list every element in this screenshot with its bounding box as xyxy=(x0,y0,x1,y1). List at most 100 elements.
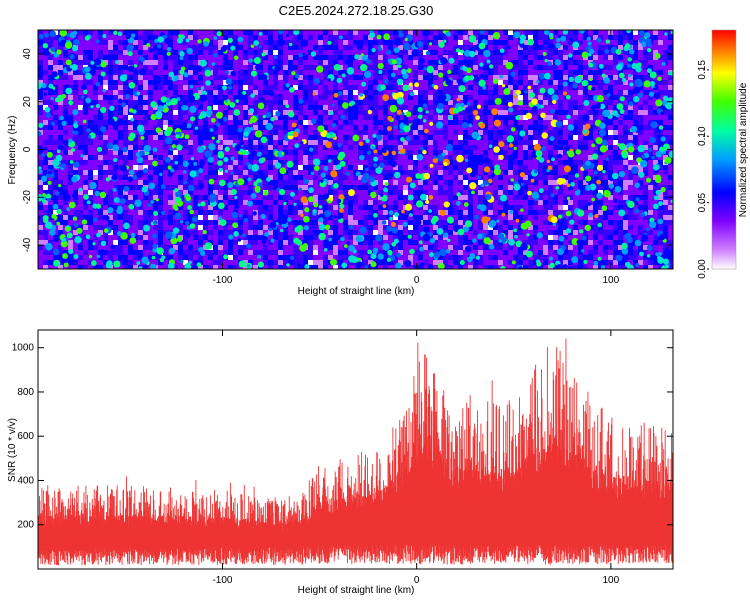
spectrogram-cell xyxy=(403,105,408,110)
spectrogram-cell xyxy=(648,165,653,170)
spectrogram-cell xyxy=(458,180,463,185)
spectrogram-cell xyxy=(463,210,468,215)
spectrogram-cell xyxy=(198,155,203,160)
spectrogram-cell xyxy=(188,190,193,195)
spectrogram-cell xyxy=(503,85,508,90)
spectrogram-cell xyxy=(328,85,333,90)
spectrogram-cell xyxy=(328,50,333,55)
spectrogram-cell xyxy=(553,55,558,60)
spectrogram-cell xyxy=(608,215,613,220)
spectrogram-cell xyxy=(608,155,613,160)
spectrogram-cell xyxy=(368,55,373,60)
spectrogram-cell xyxy=(593,40,598,45)
spectrogram-cell xyxy=(403,170,408,175)
spectrogram-cell xyxy=(68,175,73,180)
spectrogram-cell xyxy=(223,215,228,220)
spectrogram-cell xyxy=(388,95,393,100)
spectrogram-cell xyxy=(403,190,408,195)
spectrogram-cell xyxy=(638,120,643,125)
spectrogram-cell xyxy=(253,170,258,175)
spectrogram-cell xyxy=(428,60,433,65)
spectrogram-cell xyxy=(398,155,403,160)
spectrogram-cell xyxy=(208,215,213,220)
spectrogram-cell xyxy=(338,50,343,55)
spectrogram-cell xyxy=(63,185,68,190)
spectrogram-cell xyxy=(58,220,63,225)
spectrogram-cell xyxy=(353,195,358,200)
spectrogram-cell xyxy=(308,60,313,65)
spectrogram-cell xyxy=(78,160,83,165)
spectrogram-cell xyxy=(338,125,343,130)
spectrogram-cell xyxy=(588,210,593,215)
spectrogram-cell xyxy=(173,55,178,60)
spectrogram-cell xyxy=(638,100,643,105)
spectrogram-cell xyxy=(648,105,653,110)
spectrogram-cell xyxy=(438,65,443,70)
spectrogram-cell xyxy=(533,125,538,130)
spectrogram-cell xyxy=(343,40,348,45)
spectrogram-cell xyxy=(263,90,268,95)
spectrogram-cell xyxy=(368,45,373,50)
spectrogram-cell xyxy=(413,145,418,150)
spectrogram-cell xyxy=(388,85,393,90)
spectrogram-cell xyxy=(623,165,628,170)
spectrogram-cell xyxy=(518,180,523,185)
spectrogram-cell xyxy=(403,60,408,65)
spectrogram-cell xyxy=(323,55,328,60)
spectrogram-cell xyxy=(283,50,288,55)
spectrogram-cell xyxy=(658,95,663,100)
figure-title: C2E5.2024.272.18.25.G30 xyxy=(279,3,434,18)
spectrogram-cell xyxy=(213,185,218,190)
spectrogram-cell xyxy=(188,70,193,75)
spectrogram-cell xyxy=(443,135,448,140)
spectrogram-cell xyxy=(268,130,273,135)
spectrogram-cell xyxy=(98,155,103,160)
spectrogram-cell xyxy=(293,200,298,205)
spectrogram-cell xyxy=(523,65,528,70)
spectrogram-cell xyxy=(183,100,188,105)
spectrogram-cell xyxy=(208,220,213,225)
spectrogram-cell xyxy=(68,30,73,35)
spectrogram-cell xyxy=(463,130,468,135)
spectrogram-cell xyxy=(128,120,133,125)
spectrogram-cell xyxy=(358,195,363,200)
spectrogram-cell xyxy=(408,150,413,155)
spectrogram-cell xyxy=(148,135,153,140)
spectrogram-cell xyxy=(403,80,408,85)
spectrogram-cell xyxy=(578,40,583,45)
spectrogram-cell xyxy=(393,120,398,125)
spectrogram-cell xyxy=(423,35,428,40)
spectrogram-cell xyxy=(178,120,183,125)
spectrogram-cell xyxy=(298,125,303,130)
spectrogram-cell xyxy=(43,185,48,190)
spectrogram-cell xyxy=(448,55,453,60)
spectrogram-cell xyxy=(228,120,233,125)
spectrogram-cell xyxy=(203,155,208,160)
spectrogram-cell xyxy=(88,125,93,130)
spectrogram-cell xyxy=(658,30,663,35)
spectrogram-cell xyxy=(308,210,313,215)
spectrogram-cell xyxy=(648,115,653,120)
spectrogram-cell xyxy=(388,155,393,160)
spectrogram-cell xyxy=(278,200,283,205)
spectrogram-cell xyxy=(433,30,438,35)
spectrogram-cell xyxy=(178,75,183,80)
spectrogram-cell xyxy=(443,155,448,160)
spectrogram-cell xyxy=(323,45,328,50)
spectrogram-cell xyxy=(393,205,398,210)
spectrogram-cell xyxy=(518,45,523,50)
spectrogram-cell xyxy=(58,205,63,210)
spectrogram-cell xyxy=(398,210,403,215)
spectrogram-cell xyxy=(283,195,288,200)
spectrogram-cell xyxy=(398,70,403,75)
spectrogram-cell xyxy=(373,75,378,80)
spectrogram-cell xyxy=(123,150,128,155)
spectrogram-cell xyxy=(658,40,663,45)
spectrogram-cell xyxy=(563,170,568,175)
spectrogram-cell xyxy=(388,45,393,50)
spectrogram-cell xyxy=(523,100,528,105)
spectrogram-cell xyxy=(263,55,268,60)
spectrogram-cell xyxy=(248,35,253,40)
spectrogram-cell xyxy=(263,70,268,75)
spectrogram-cell xyxy=(178,115,183,120)
